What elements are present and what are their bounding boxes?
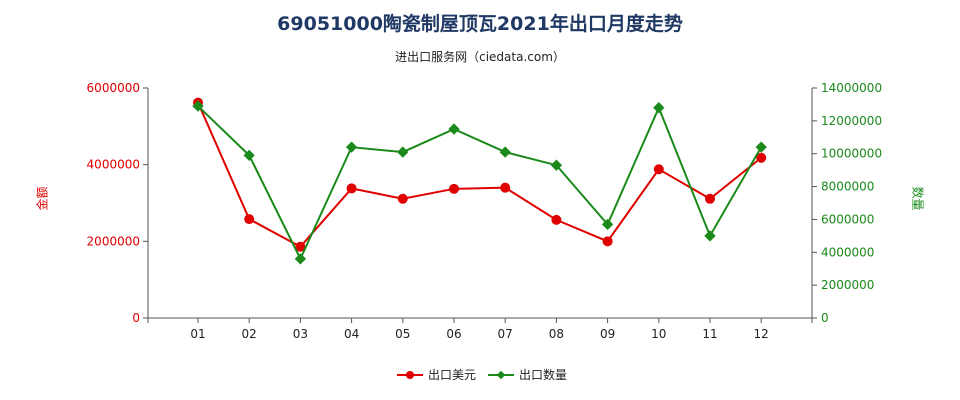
y-right-tick-label: 6000000 bbox=[821, 212, 874, 226]
legend-item-2[interactable]: 出口数量 bbox=[488, 367, 567, 382]
y-right-tick-label: 14000000 bbox=[821, 81, 882, 95]
legend-marker bbox=[496, 370, 506, 380]
y-right-tick-label: 4000000 bbox=[821, 245, 874, 259]
x-tick-label: 11 bbox=[702, 327, 717, 341]
data-point bbox=[448, 123, 460, 135]
legend-item-1[interactable]: 出口美元 bbox=[397, 368, 476, 382]
y-left-tick-label: 6000000 bbox=[87, 81, 140, 95]
legend-label: 出口美元 bbox=[428, 368, 476, 382]
series-1 bbox=[193, 97, 767, 252]
y-right-tick-label: 12000000 bbox=[821, 114, 882, 128]
x-tick-label: 06 bbox=[446, 327, 461, 341]
chart-subtitle: 进出口服务网（ciedata.com） bbox=[395, 50, 565, 64]
data-point bbox=[243, 149, 255, 162]
x-tick-label: 09 bbox=[600, 327, 615, 341]
series-line bbox=[197, 105, 763, 262]
y-right-tick-label: 2000000 bbox=[821, 278, 874, 292]
data-point bbox=[551, 214, 562, 225]
x-tick-label: 02 bbox=[242, 327, 257, 341]
y-left-tick-label: 2000000 bbox=[87, 234, 140, 248]
data-point bbox=[705, 193, 715, 204]
data-point bbox=[244, 214, 255, 225]
series-line bbox=[197, 102, 762, 248]
data-point bbox=[397, 193, 408, 204]
legend-marker bbox=[406, 371, 414, 379]
data-point bbox=[295, 241, 306, 252]
x-tick-label: 05 bbox=[395, 327, 410, 341]
data-point bbox=[500, 182, 511, 193]
y-right-tick-label: 8000000 bbox=[821, 180, 874, 194]
data-point bbox=[602, 236, 613, 247]
data-point bbox=[550, 159, 563, 171]
x-tick-label: 08 bbox=[549, 327, 564, 341]
data-point bbox=[346, 183, 357, 194]
y-right-tick-label: 10000000 bbox=[821, 147, 882, 161]
data-point bbox=[499, 146, 511, 158]
data-point bbox=[601, 218, 614, 231]
data-point bbox=[653, 102, 665, 114]
data-point bbox=[345, 141, 358, 153]
x-tick-label: 10 bbox=[651, 327, 666, 341]
data-point bbox=[756, 152, 767, 163]
series-layer bbox=[192, 97, 767, 265]
legend[interactable]: 出口美元 出口数量 bbox=[397, 367, 567, 382]
axes: 0 2000000 4000000 6000000 0 2000000 4000000 600… bbox=[87, 81, 883, 341]
x-tick-label: 04 bbox=[344, 327, 359, 341]
legend-label: 出口数量 bbox=[519, 367, 567, 382]
data-point bbox=[449, 183, 459, 194]
y-right-tick-label: 0 bbox=[821, 311, 829, 325]
chart-title: 69051000陶瓷制屋顶瓦2021年出口月度走势 bbox=[277, 13, 683, 35]
y-left-tick-label: 0 bbox=[132, 311, 140, 325]
data-point bbox=[397, 146, 409, 158]
x-tick-label: 01 bbox=[190, 327, 205, 341]
data-point bbox=[755, 141, 767, 153]
data-point bbox=[653, 164, 664, 175]
y-left-tick-label: 4000000 bbox=[87, 158, 140, 172]
x-tick-label: 03 bbox=[293, 327, 308, 341]
data-point bbox=[704, 230, 716, 242]
x-tick-label: 07 bbox=[498, 327, 513, 341]
data-point bbox=[294, 253, 307, 265]
x-tick-label: 12 bbox=[754, 327, 769, 341]
